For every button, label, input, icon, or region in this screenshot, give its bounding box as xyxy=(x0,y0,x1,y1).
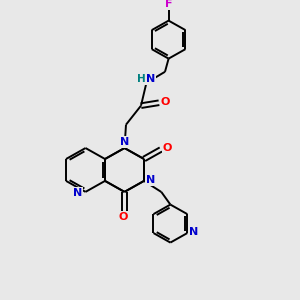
Text: F: F xyxy=(165,0,173,9)
Text: N: N xyxy=(189,227,199,238)
Text: O: O xyxy=(161,97,170,106)
Text: N: N xyxy=(121,137,130,147)
Text: O: O xyxy=(163,143,172,153)
Text: N: N xyxy=(146,74,155,84)
Text: N: N xyxy=(73,188,82,198)
Text: N: N xyxy=(146,175,155,185)
Text: H: H xyxy=(136,74,146,84)
Text: O: O xyxy=(118,212,128,222)
